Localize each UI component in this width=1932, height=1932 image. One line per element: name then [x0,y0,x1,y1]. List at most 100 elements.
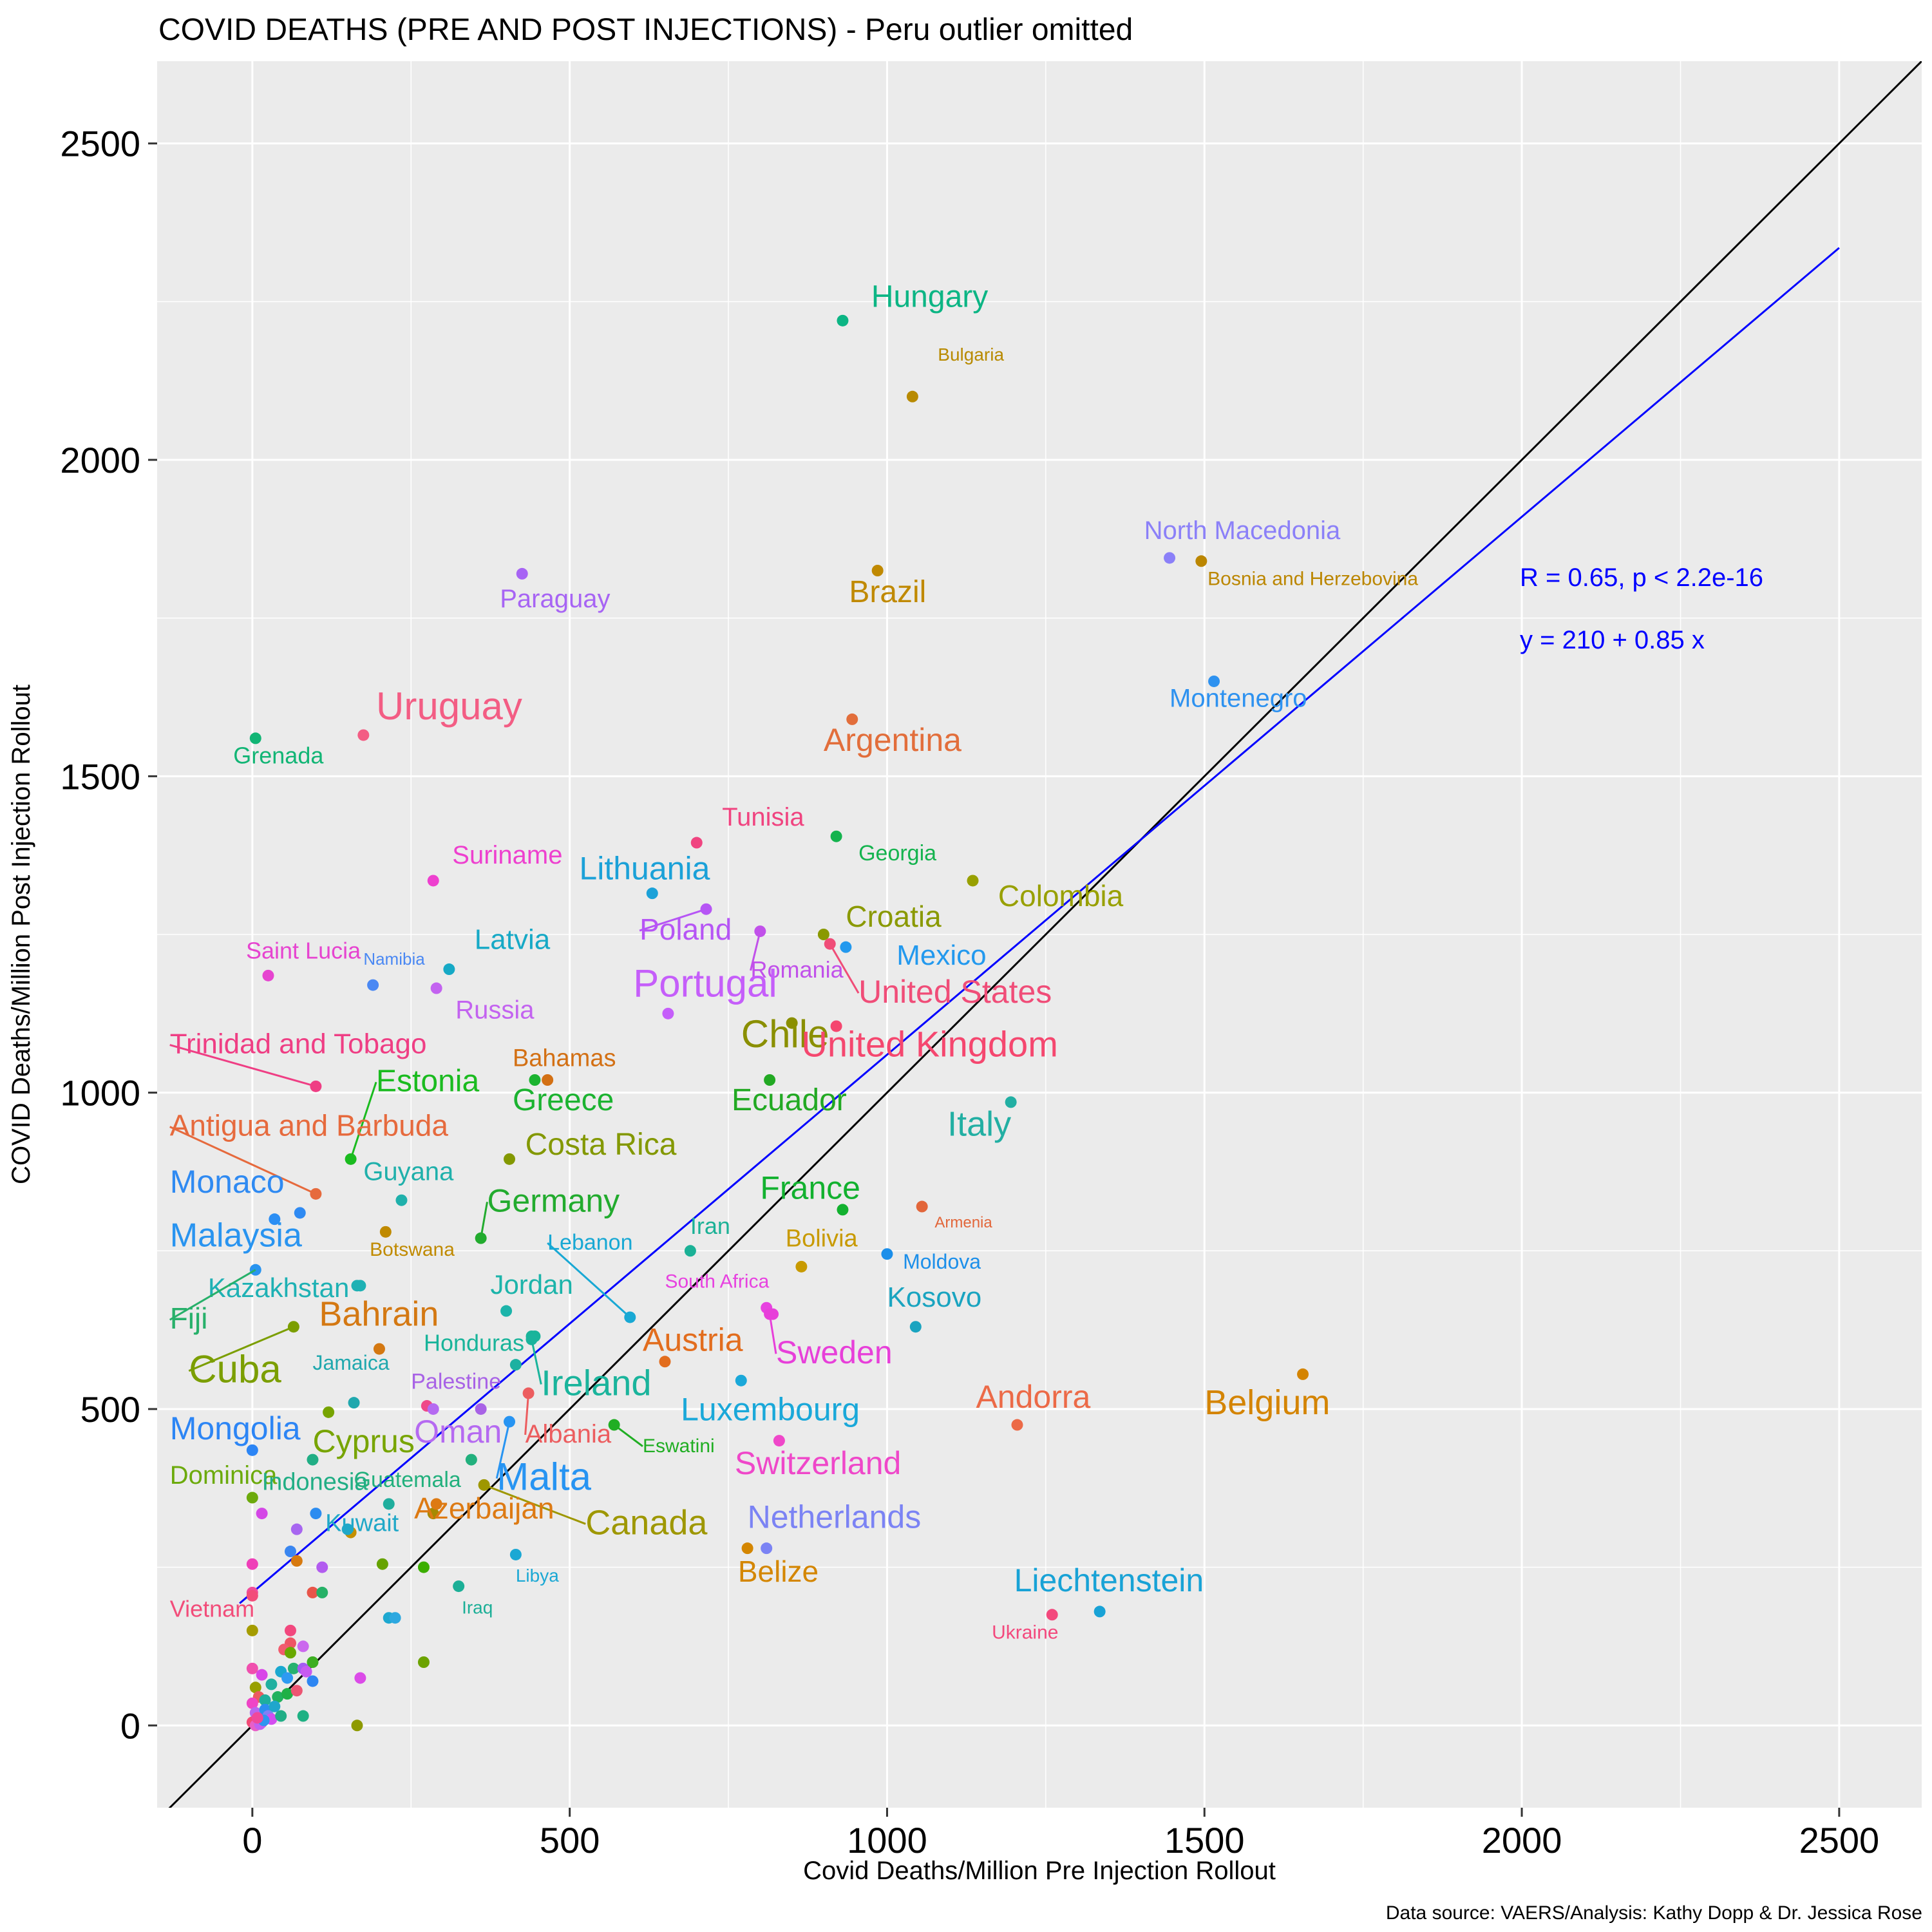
point-label: Paraguay [500,585,610,613]
point-label: Belize [738,1555,819,1588]
point-label: Germany [488,1182,620,1218]
data-point [307,1454,319,1466]
data-point [300,1665,312,1678]
data-point [262,969,274,981]
data-point [795,1260,808,1273]
point-label: North Macedonia [1144,516,1341,545]
data-point [290,1555,303,1567]
data-point [246,1558,258,1570]
point-label: Costa Rica [526,1128,677,1162]
point-label: Kuwait [325,1510,399,1537]
data-point [509,1548,522,1560]
point-label: Moldova [903,1250,981,1273]
data-point [427,1403,439,1415]
data-point [351,1280,363,1292]
point-label: Chile [741,1012,829,1056]
y-tick-label: 500 [80,1389,140,1430]
point-label: Ireland [541,1362,651,1403]
x-tick-label: 1000 [847,1820,927,1861]
point-label: Colombia [998,879,1124,913]
data-point [249,732,261,744]
point-label: Indonesia [262,1469,369,1496]
data-point [529,1074,541,1086]
data-point [249,1681,261,1694]
point-label: Albania [526,1420,612,1448]
label-connector [484,1484,586,1525]
point-label: Canada [585,1504,708,1542]
data-point [351,1719,363,1732]
regression-line [239,247,1840,1604]
point-label: Trinidad and Tobago [170,1028,427,1060]
point-label: Cyprus [312,1423,414,1459]
data-point [316,1561,328,1573]
data-point [269,1213,281,1226]
data-point [837,1204,849,1216]
point-label: Uruguay [376,685,522,728]
data-point [509,1359,522,1371]
data-point [307,1586,319,1598]
data-point [1164,552,1176,564]
data-points [246,314,1309,1732]
point-label: Latvia [475,924,551,956]
data-point [269,1700,281,1712]
data-point [1005,1096,1017,1108]
point-label: Portugal [633,961,777,1005]
data-point [297,1710,309,1722]
point-label: Romania [751,956,844,983]
data-point [246,1444,258,1456]
data-point [761,1542,773,1555]
data-point [290,1685,303,1697]
data-point [475,1403,487,1415]
data-point [830,830,842,842]
point-label: Lithuania [579,851,710,887]
data-point [1195,555,1208,567]
point-label: Hungary [871,279,988,314]
point-label: Vietnam [170,1595,254,1622]
data-point [389,1612,401,1624]
data-point [379,1226,392,1238]
x-axis-label: Covid Deaths/Million Pre Injection Rollo… [803,1857,1276,1885]
data-point [395,1194,408,1206]
point-label: Iraq [462,1597,493,1617]
point-label: Lebanon [547,1230,632,1255]
y-tick-label: 2000 [60,440,140,480]
data-point [354,1672,366,1684]
data-point [246,1697,258,1709]
data-point [417,1656,430,1668]
data-point [284,1546,296,1558]
point-label: Georgia [858,841,936,866]
y-axis-label: COVID Deaths/Million Post Injection Roll… [7,685,35,1184]
label-connector [531,1339,542,1385]
point-label: Grenada [233,743,324,769]
data-point [542,1074,554,1086]
y-tick-label: 2500 [60,124,140,164]
point-label: Kazakhstan [208,1273,349,1303]
point-label: Poland [639,913,732,946]
point-label: Ukraine [992,1622,1058,1643]
data-point [659,1356,671,1368]
chart-title: COVID DEATHS (PRE AND POST INJECTIONS) -… [158,13,1133,47]
data-point [967,875,979,887]
data-point [430,982,442,994]
point-label: Palestine [411,1370,501,1394]
point-label: Andorra [976,1379,1090,1415]
point-label: Bahamas [513,1045,616,1072]
point-label: Italy [947,1104,1011,1143]
data-point [373,1343,385,1355]
point-label: Armenia [934,1214,992,1231]
point-label: Fiji [170,1302,208,1335]
x-tick-label: 1500 [1164,1820,1245,1861]
point-labels: Hungary Bulgaria North Macedonia Bosnia and… [169,279,1418,1643]
data-point [259,1694,271,1706]
data-point [427,875,439,887]
label-connector [495,1421,511,1479]
data-point [500,1305,513,1317]
data-point [323,1406,335,1418]
point-label: Saint Lucia [246,937,361,963]
point-label: Malaysia [170,1217,302,1254]
point-label: Cuba [189,1348,281,1391]
data-point [341,1523,354,1535]
data-point [465,1454,477,1466]
point-label: Bosnia and Herzebovina [1208,569,1418,590]
